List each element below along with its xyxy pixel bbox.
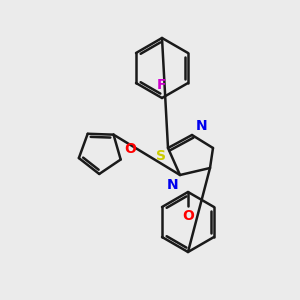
Text: N: N <box>167 178 178 192</box>
Text: F: F <box>157 78 167 92</box>
Text: S: S <box>156 149 166 163</box>
Text: N: N <box>196 119 208 133</box>
Text: O: O <box>125 142 136 155</box>
Text: O: O <box>182 209 194 223</box>
